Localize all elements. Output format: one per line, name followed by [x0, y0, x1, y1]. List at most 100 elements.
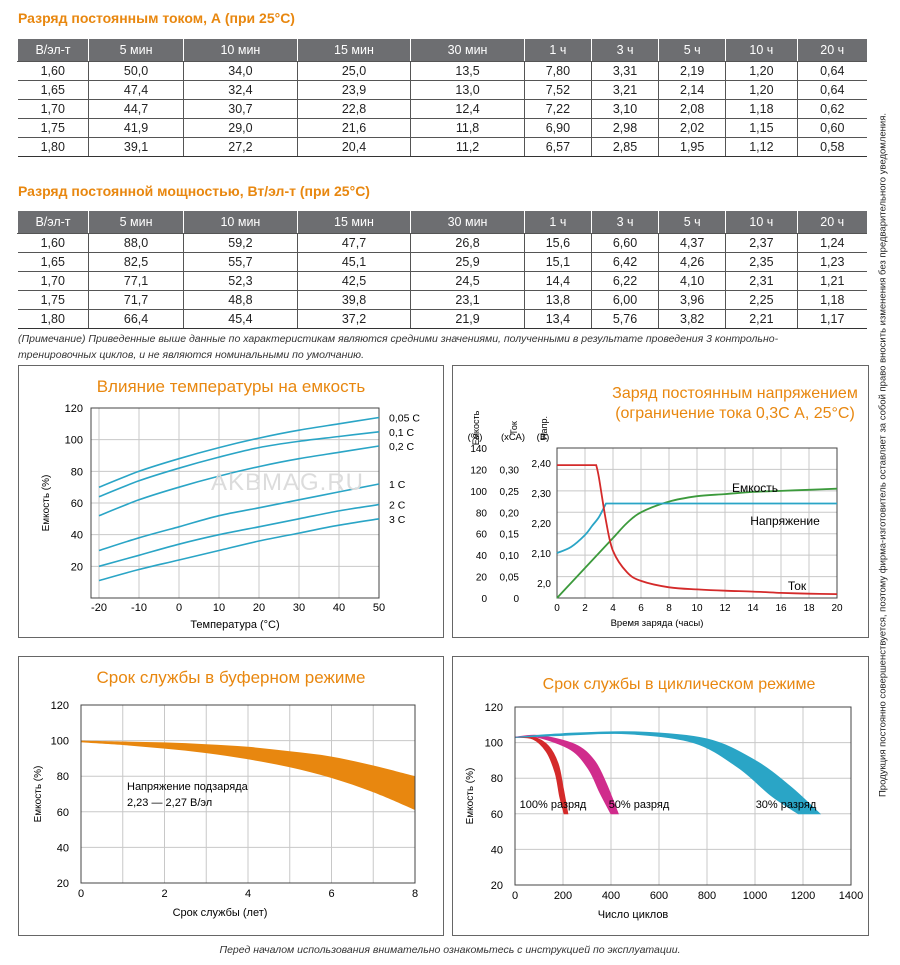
table-cell: 0,60: [797, 118, 867, 138]
table-cell: 6,90: [524, 118, 592, 138]
capacity-tick-label: 100: [470, 487, 487, 498]
table-cell: 1,65: [17, 80, 89, 100]
series-label: 0,05 С: [389, 413, 420, 425]
y-tick-label: 100: [51, 736, 69, 748]
table-cell: 1,60: [17, 233, 89, 253]
table-cell: 2,85: [591, 137, 660, 157]
table-cell: 66,4: [88, 309, 185, 329]
table-cell: 7,22: [524, 99, 592, 119]
series-line: [556, 487, 838, 599]
table-cell: 3,96: [658, 290, 727, 310]
table-cell: 15,1: [524, 252, 592, 272]
x-axis-label: Срок службы (лет): [173, 907, 268, 919]
y-tick-label: 40: [57, 842, 69, 854]
table-cell: 22,8: [297, 99, 412, 119]
x-tick-label: 50: [373, 602, 385, 614]
column-header: 20 ч: [796, 210, 867, 234]
table-cell: 1,60: [17, 61, 89, 81]
column-header: 3 ч: [590, 210, 660, 234]
table-cell: 77,1: [88, 271, 185, 291]
table-cell: 2,25: [725, 290, 798, 310]
axis-title: Ток: [509, 421, 519, 435]
y-tick-label: 60: [71, 498, 83, 510]
series-label: 2 С: [389, 500, 406, 512]
table-cell: 4,10: [658, 271, 727, 291]
x-tick-label: 0: [554, 603, 560, 614]
table-cell: 55,7: [183, 252, 298, 272]
note: (Примечание) Приведенные выше данные по …: [18, 331, 848, 363]
table-cell: 14,4: [524, 271, 592, 291]
temperature-capacity-chart: Влияние температуры на емкость -20 -10 0 10 2…: [41, 377, 420, 631]
table-cell: 1,80: [17, 309, 89, 329]
x-tick-label: 400: [602, 890, 620, 902]
column-header: 1 ч: [523, 38, 592, 62]
table-cell: 7,80: [524, 61, 592, 81]
annotation-line-2: 2,23 — 2,27 В/эл: [127, 797, 212, 809]
table-cell: 6,60: [591, 233, 660, 253]
table-cell: 6,00: [591, 290, 660, 310]
x-tick-label: 14: [747, 603, 759, 614]
current-tick-label: 0,15: [500, 530, 520, 541]
y-axis-label: Емкость (%): [465, 768, 476, 825]
axis-title: Напр.: [539, 416, 549, 440]
x-tick-label: 20: [831, 603, 843, 614]
column-header: 5 мин: [87, 210, 185, 234]
x-tick-label: 12: [719, 603, 731, 614]
current-tick-label: 0,05: [500, 573, 520, 584]
y-tick-label: 20: [491, 880, 503, 892]
current-tick-label: 0,20: [500, 508, 520, 519]
float-life-chart: Срок службы в буферном режиме 0 2 4 6 8 20 40 60…: [33, 668, 418, 919]
x-tick-label: 10: [213, 602, 225, 614]
y-tick-label: 40: [491, 844, 503, 856]
y-tick-label: 120: [485, 702, 503, 714]
table-cell: 0,62: [797, 99, 867, 119]
table-cell: 0,64: [797, 61, 867, 81]
series-label: Ток: [788, 579, 807, 593]
table-cell: 1,21: [797, 271, 867, 291]
table-cell: 52,3: [183, 271, 298, 291]
series-label: 1 С: [389, 479, 406, 491]
current-table-title: Разряд постоянным током, А (при 25°С): [18, 10, 295, 26]
table-cell: 1,24: [797, 233, 867, 253]
table-cell: 47,7: [297, 233, 412, 253]
table-cell: 1,75: [17, 118, 89, 138]
series-line: [98, 416, 380, 488]
series-label: Напряжение: [750, 514, 820, 528]
series-line: [98, 445, 380, 517]
table-cell: 1,20: [725, 61, 798, 81]
series-line: [98, 518, 380, 582]
table-cell: 2,31: [725, 271, 798, 291]
table-cell: 1,65: [17, 252, 89, 272]
table-row: 1,60 88,0 59,2 47,7 26,8 15,6 6,60 4,37 2,37 1,24: [17, 233, 867, 253]
table-row: 1,70 44,7 30,7 22,8 12,4 7,22 3,10 2,08 1,18 0,62: [17, 99, 867, 119]
column-header-voltage: В/эл-т: [17, 38, 89, 62]
table-row: 1,75 71,7 48,8 39,8 23,1 13,8 6,00 3,96 2,25 1,18: [17, 290, 867, 310]
x-tick-label: 800: [698, 890, 716, 902]
annotation-line-1: Напряжение подзаряда: [127, 781, 249, 793]
cycle-life-chart: Срок службы в циклическом режиме 100% раз…: [465, 676, 863, 921]
table-cell: 1,12: [725, 137, 798, 157]
column-header: 30 мин: [410, 210, 525, 234]
table-cell: 1,17: [797, 309, 867, 329]
table-cell: 5,76: [591, 309, 660, 329]
series-label: 0,2 С: [389, 441, 415, 453]
table-cell: 3,82: [658, 309, 727, 329]
x-tick-label: 4: [245, 888, 251, 900]
table-cell: 32,4: [183, 80, 298, 100]
x-tick-label: 2: [582, 603, 588, 614]
column-header: 3 ч: [590, 38, 660, 62]
x-tick-label: 8: [666, 603, 672, 614]
chart-title: Срок службы в буферном режиме: [96, 668, 365, 687]
x-tick-label: 30: [293, 602, 305, 614]
chart-subtitle: (ограничение тока 0,3С А, 25°С): [615, 405, 855, 422]
table-cell: 47,4: [88, 80, 185, 100]
column-header: 30 мин: [410, 38, 525, 62]
constant-voltage-charge-chart: Заряд постоянным напряжением (ограничение…: [468, 385, 858, 629]
table-cell: 21,6: [297, 118, 412, 138]
table-cell: 42,5: [297, 271, 412, 291]
table-cell: 71,7: [88, 290, 185, 310]
capacity-tick-label: 40: [476, 551, 488, 562]
x-axis-label: Число циклов: [598, 909, 669, 921]
table-cell: 41,9: [88, 118, 185, 138]
